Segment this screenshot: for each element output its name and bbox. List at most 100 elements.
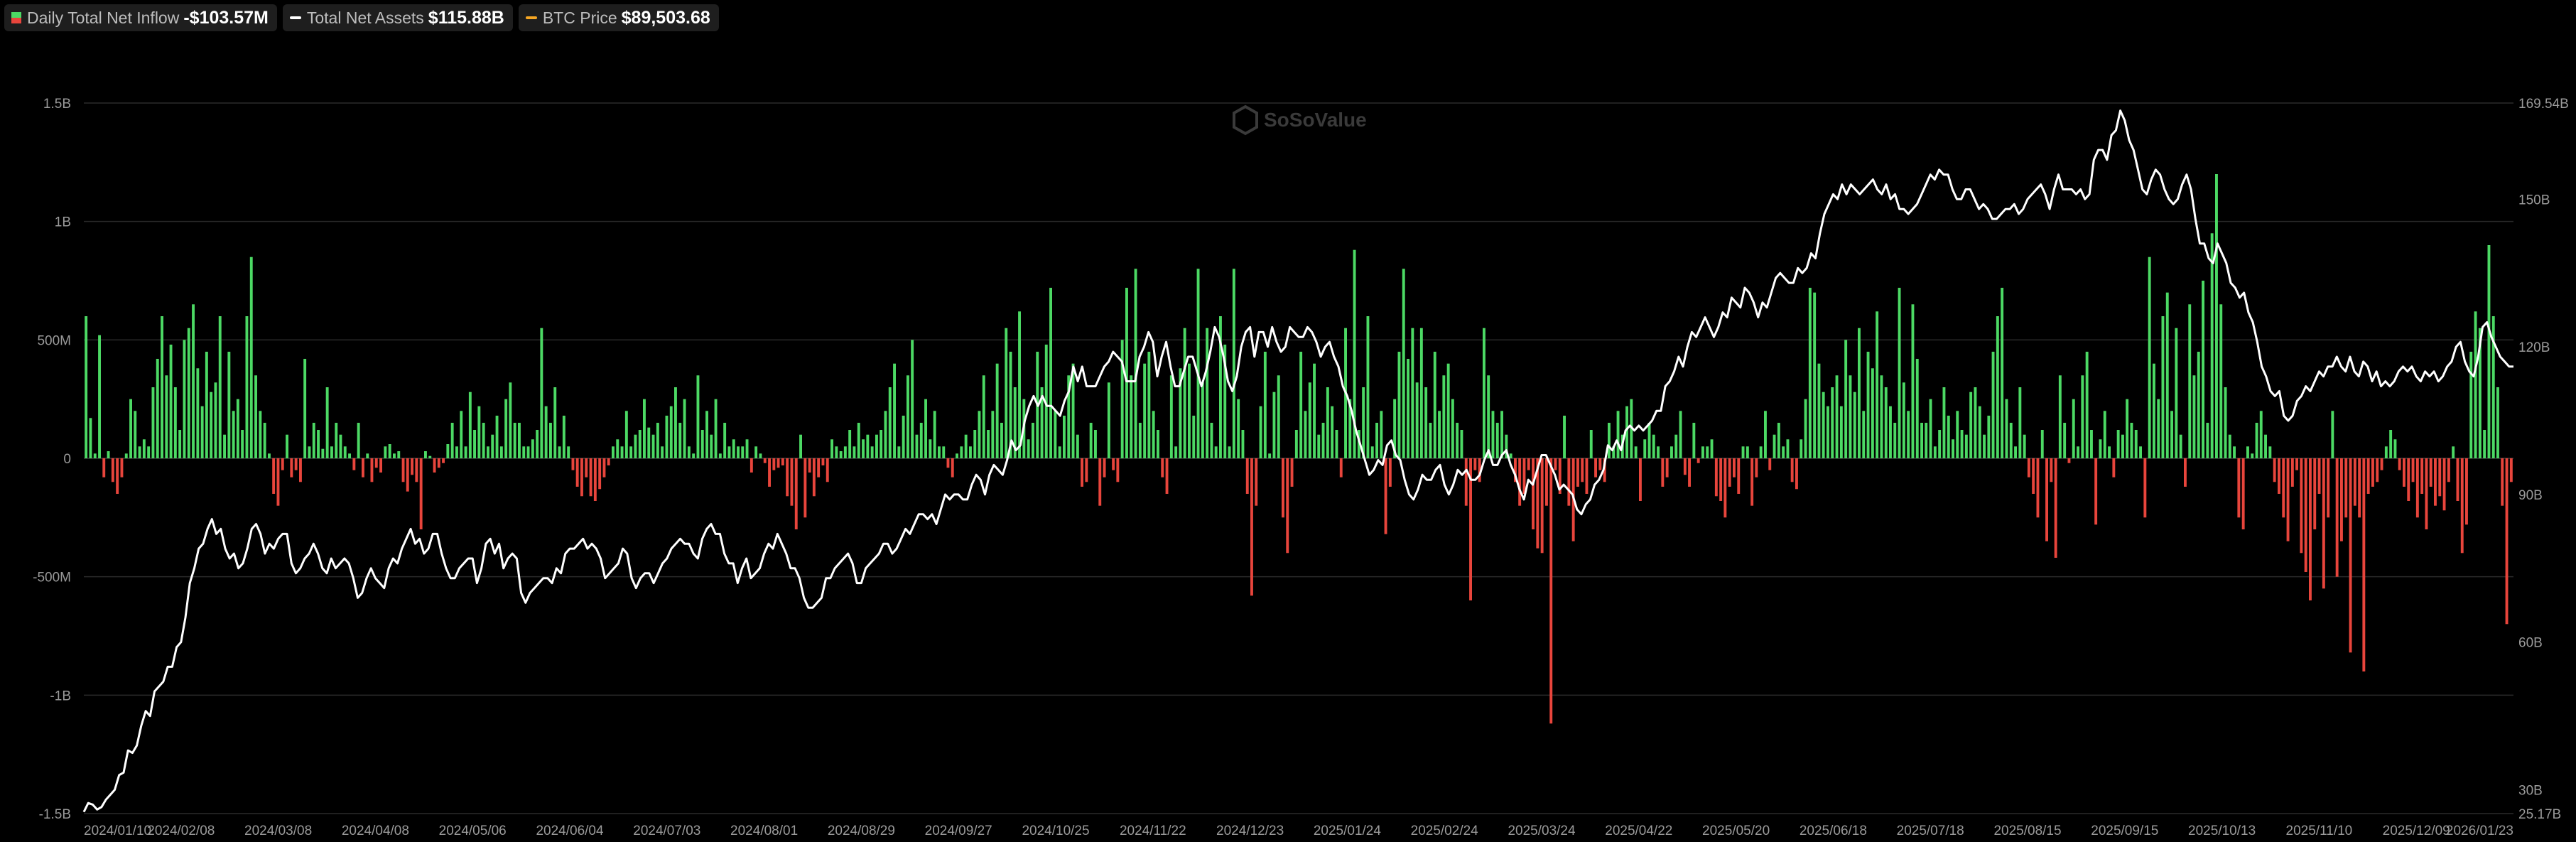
inflow-bar (263, 423, 266, 458)
inflow-bar (1107, 382, 1110, 458)
inflow-bar (1661, 458, 1665, 487)
inflow-bar (1272, 392, 1276, 458)
inflow-bar (2376, 458, 2379, 482)
inflow-bar (2165, 292, 2169, 458)
inflow-bar (2134, 430, 2138, 458)
inflow-bar (2420, 458, 2424, 494)
inflow-bar (1143, 363, 1147, 458)
inflow-bar (513, 423, 516, 458)
inflow-bar (1402, 269, 1405, 458)
inflow-bar (549, 423, 552, 458)
inflow-bar (169, 345, 173, 458)
inflow-bar (987, 430, 990, 458)
x-tick-label: 2024/01/10 (84, 824, 151, 838)
inflow-bar (1049, 288, 1052, 458)
inflow-bar (669, 406, 673, 458)
x-tick-label: 2024/02/08 (147, 824, 215, 838)
inflow-bar (272, 458, 276, 494)
inflow-bar (1473, 458, 1477, 470)
inflow-bar (1393, 399, 1397, 458)
inflow-bar (1076, 434, 1079, 458)
inflow-bar (1639, 458, 1642, 501)
inflow-bar (2027, 458, 2030, 477)
inflow-bar (2045, 458, 2048, 541)
inflow-bar (1581, 458, 1584, 482)
inflow-bar (254, 375, 257, 458)
right-axis: 169.54B 150B 120B 90B 60B 30B 25.17B (2518, 97, 2569, 822)
x-tick-label: 2025/02/24 (1411, 824, 1479, 838)
inflow-bar (1598, 458, 1602, 470)
inflow-bar (415, 458, 418, 482)
inflow-bar (2251, 453, 2254, 458)
inflow-bar (1603, 458, 1606, 482)
inflow-bar (1348, 399, 1352, 458)
inflow-bar (1134, 269, 1137, 458)
legend-item-btc-price[interactable]: BTC Price $89,503.68 (518, 4, 719, 31)
inflow-bar (294, 458, 298, 470)
inflow-bar (1380, 411, 1383, 458)
inflow-bar (487, 446, 489, 458)
inflow-bar (1245, 458, 1249, 494)
inflow-bar (482, 423, 485, 458)
inflow-bar (1933, 446, 1937, 458)
inflow-bar (1192, 416, 1196, 458)
inflow-bar (1880, 375, 1883, 458)
inflow-bar (495, 416, 499, 458)
inflow-bar (924, 399, 927, 458)
inflow-bar (1366, 316, 1370, 458)
inflow-bar (2483, 430, 2486, 458)
inflow-bar (665, 416, 669, 458)
inflow-bar (2425, 458, 2428, 529)
inflow-bar (1263, 352, 1267, 458)
inflow-bar (2001, 288, 2004, 458)
inflow-bar (1125, 288, 1128, 458)
inflow-bar (2349, 458, 2352, 653)
inflow-bar (1790, 458, 1794, 482)
inflow-bar (1460, 430, 1463, 458)
inflow-bar (1800, 439, 1803, 458)
inflow-bar (460, 411, 463, 458)
inflow-bar (634, 434, 637, 458)
inflow-bar (678, 423, 682, 458)
inflow-bar (210, 392, 213, 458)
inflow-bar (1353, 249, 1356, 458)
inflow-bar (1469, 458, 1472, 600)
inflow-bar (651, 434, 655, 458)
inflow-bar (683, 399, 686, 458)
x-tick-label: 2025/11/10 (2286, 824, 2353, 838)
inflow-bar (848, 430, 852, 458)
inflow-bar (862, 439, 865, 458)
inflow-bar (2290, 458, 2294, 487)
inflow-bar (1683, 458, 1687, 475)
right-tick-label: 60B (2518, 636, 2543, 651)
legend-item-total-net-assets[interactable]: Total Net Assets $115.88B (282, 4, 513, 31)
inflow-bar (585, 458, 588, 477)
inflow-bar (2237, 458, 2241, 518)
inflow-bar (2403, 458, 2405, 487)
inflow-bar (1219, 316, 1222, 458)
inflow-bar (1255, 458, 1258, 506)
inflow-bar (2170, 411, 2173, 458)
inflow-bar (411, 458, 413, 475)
inflow-bar (1567, 458, 1571, 506)
inflow-bar (1290, 458, 1294, 487)
inflow-bar (2139, 446, 2142, 458)
inflow-bar (1942, 387, 1946, 458)
legend-item-daily-net-inflow[interactable]: Daily Total Net Inflow -$103.57M (4, 4, 277, 31)
inflow-bar (1522, 458, 1526, 494)
inflow-bar (330, 446, 333, 458)
inflow-bar (2246, 446, 2249, 458)
inflow-bar (433, 458, 436, 473)
inflow-bar (1634, 446, 1638, 458)
inflow-bar (1665, 458, 1669, 477)
inflow-bar (786, 458, 789, 497)
legend-value: $89,503.68 (621, 7, 710, 28)
inflow-bar (2452, 446, 2455, 458)
inflow-bar (2268, 446, 2272, 458)
inflow-bar (2460, 458, 2464, 554)
inflow-bar (1996, 316, 1999, 458)
inflow-bar (2233, 446, 2236, 458)
inflow-bar (2192, 375, 2196, 458)
inflow-bar (1679, 411, 1682, 458)
